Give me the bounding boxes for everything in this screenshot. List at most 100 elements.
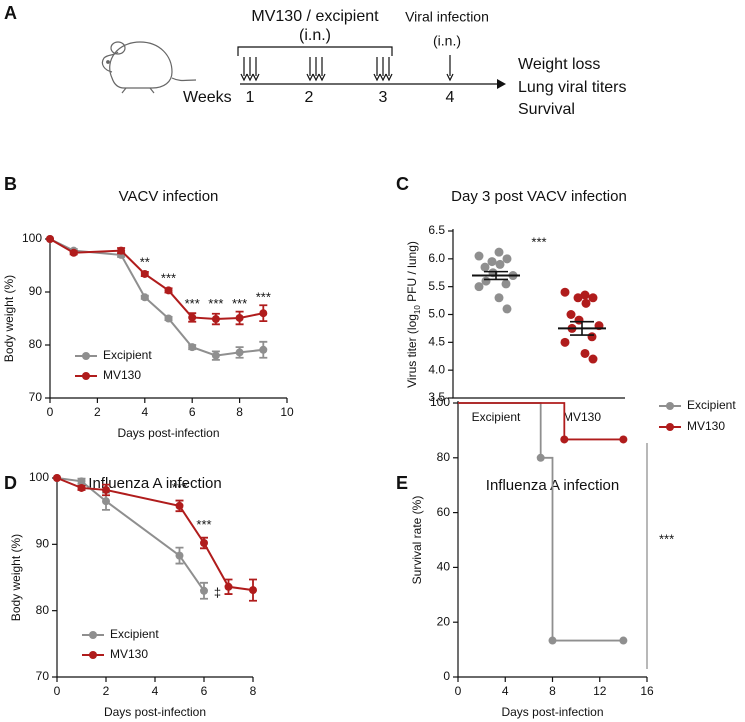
arrow-head — [446, 73, 454, 82]
annotation: *** — [172, 480, 187, 495]
y-tick-label: 20 — [437, 614, 451, 628]
y-tick-label: 0 — [443, 669, 450, 683]
x-tick-label: 6 — [189, 405, 196, 419]
y-tick-label: 90 — [36, 537, 50, 551]
annotation: *** — [531, 235, 546, 250]
legend-label: MV130 — [687, 419, 725, 433]
annotation: *** — [185, 296, 200, 311]
schematic: A MV130 / excipient (i.n.) Viral infecti… — [4, 3, 627, 118]
data-point — [235, 348, 244, 357]
data-point — [487, 257, 497, 267]
x-tick-label: 2 — [103, 684, 110, 698]
outcome: Survival — [518, 101, 575, 118]
data-point — [566, 310, 576, 319]
x-axis-label: Days post-infection — [104, 705, 206, 719]
dose-arrows — [240, 55, 454, 82]
data-point — [560, 337, 570, 347]
data-point — [494, 247, 504, 257]
data-point — [548, 636, 557, 645]
legend-marker — [89, 651, 97, 659]
week-number: 3 — [379, 89, 388, 106]
panel-letter: B — [4, 174, 17, 194]
y-axis-label: Survival rate (%) — [410, 496, 424, 585]
y-axis-label-part: PFU / lung) — [405, 241, 419, 305]
legend-label: MV130 — [103, 368, 141, 382]
data-point — [235, 313, 244, 322]
y-axis-label-part: Virus titer (log — [405, 314, 419, 388]
survival-curve — [458, 402, 624, 441]
y-tick-label: 4.0 — [428, 362, 445, 376]
x-tick-label: 4 — [141, 405, 148, 419]
annotation: *** — [196, 517, 211, 532]
y-tick-label: 100 — [29, 470, 49, 484]
data-point — [560, 287, 570, 297]
data-point — [474, 282, 484, 292]
y-tick-label: 70 — [36, 669, 50, 683]
treatment-label: MV130 / excipient — [251, 8, 379, 25]
data-point — [200, 586, 208, 595]
data-point — [502, 304, 512, 314]
panel-letter: C — [396, 174, 409, 194]
chart-title: Day 3 post VACV infection — [451, 188, 627, 205]
data-point — [77, 483, 86, 492]
legend-marker — [89, 631, 97, 639]
data-point — [117, 246, 126, 255]
y-axis-label: Virus titer (log10 PFU / lung) — [405, 241, 421, 388]
annotation: ‡ — [214, 585, 221, 600]
data-point — [502, 254, 512, 264]
timeline-head — [497, 79, 506, 89]
x-tick-label: 6 — [201, 684, 208, 698]
data-point — [102, 485, 110, 494]
arrow-head — [240, 73, 248, 82]
data-point — [224, 582, 233, 591]
arrow-head — [246, 73, 254, 82]
x-tick-label: 12 — [593, 684, 607, 698]
x-tick-label: 0 — [455, 684, 462, 698]
data-point — [494, 293, 504, 303]
y-tick-label: 6.0 — [428, 251, 445, 265]
data-point — [77, 477, 86, 486]
data-point — [188, 343, 197, 352]
annotation: *** — [208, 296, 223, 311]
y-tick-label: 40 — [437, 560, 451, 574]
arrow-head — [385, 73, 393, 82]
weeks-label: Weeks — [183, 89, 232, 106]
y-tick-label: 100 — [22, 231, 42, 245]
x-axis-label: Days post-infection — [501, 705, 603, 719]
y-tick-label: 6.5 — [428, 223, 445, 237]
infection-route: (i.n.) — [433, 33, 461, 49]
treatment-route: (i.n.) — [299, 27, 331, 44]
y-axis-label: Body weight (%) — [9, 534, 23, 621]
outcome: Weight loss — [518, 56, 600, 73]
y-tick-label: 60 — [437, 505, 451, 519]
legend-label: Excipient — [103, 348, 152, 362]
arrow-head — [318, 73, 326, 82]
x-tick-label: Excipient — [472, 410, 521, 424]
chart-title: VACV infection — [119, 188, 219, 205]
chart-panel: B VACV infection Days post-infection Body w… — [2, 174, 294, 440]
data-point — [580, 348, 590, 358]
x-tick-label: 8 — [250, 684, 257, 698]
annotation: *** — [232, 296, 247, 311]
x-axis-label: Days post-infection — [117, 426, 219, 440]
y-axis-label: Body weight (%) — [2, 275, 16, 362]
series-line — [56, 477, 254, 592]
legend-label: Excipient — [110, 627, 159, 641]
data-point — [211, 315, 220, 324]
data-point — [474, 251, 484, 261]
legend-marker — [82, 372, 90, 380]
x-tick-label: 8 — [236, 405, 243, 419]
chart-panel: D Influenza A infection Days post-infectio… — [4, 470, 257, 719]
sem-bar — [570, 320, 594, 336]
y-axis-label-part: 10 — [413, 305, 422, 314]
data-point — [200, 539, 208, 548]
week-number: 1 — [246, 89, 255, 106]
data-point — [588, 354, 598, 364]
y-tick-label: 5.5 — [428, 279, 445, 293]
week-number: 4 — [446, 89, 455, 106]
data-point — [102, 497, 110, 506]
data-point — [164, 286, 173, 295]
data-point — [46, 235, 54, 243]
